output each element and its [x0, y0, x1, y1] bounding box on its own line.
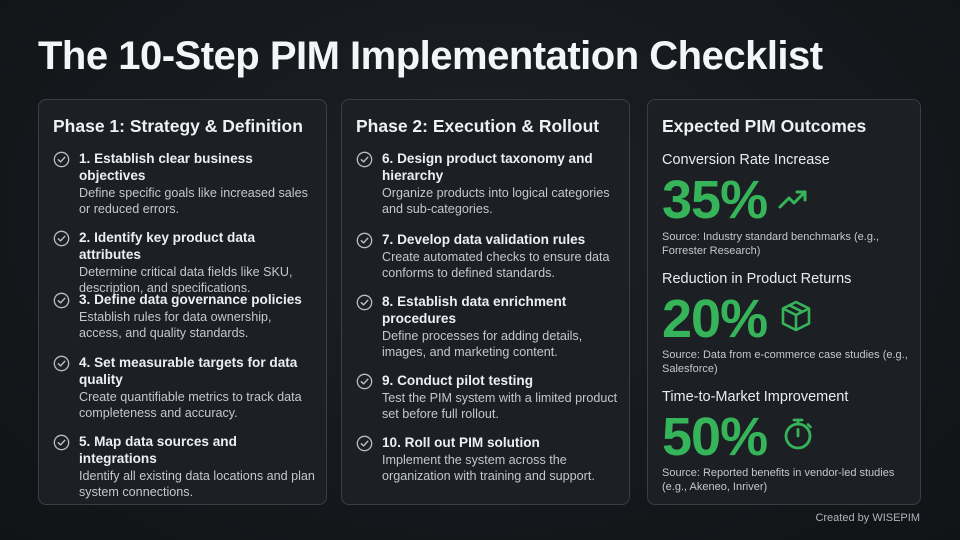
check-circle-icon	[356, 151, 373, 168]
checklist-step: 7. Develop data validation rules Create …	[356, 231, 619, 281]
step-description: Test the PIM system with a limited produ…	[382, 391, 618, 421]
step-description: Define specific goals like increased sal…	[79, 186, 308, 216]
check-circle-icon	[356, 232, 373, 249]
step-title: 8. Establish data enrichment procedures	[382, 294, 567, 326]
outcomes-title: Expected PIM Outcomes	[662, 116, 867, 136]
step-description: Define processes for adding details, ima…	[382, 329, 583, 359]
step-title: 4. Set measurable targets for data quali…	[79, 355, 298, 387]
phase-1-card: Phase 1: Strategy & Definition 1. Establ…	[38, 99, 327, 505]
checklist-step: 8. Establish data enrichment procedures …	[356, 293, 619, 360]
step-description: Organize products into logical categorie…	[382, 186, 610, 216]
check-circle-icon	[53, 151, 70, 168]
step-title: 9. Conduct pilot testing	[382, 373, 534, 388]
outcome-label: Reduction in Product Returns	[662, 271, 852, 287]
step-description: Establish rules for data ownership, acce…	[79, 310, 272, 340]
phase-2-card: Phase 2: Execution & Rollout 6. Design p…	[341, 99, 630, 505]
checklist-step: 1. Establish clear business objectives D…	[53, 150, 316, 217]
check-circle-icon	[53, 292, 70, 309]
page-title: The 10-Step PIM Implementation Checklist	[38, 34, 823, 78]
check-circle-icon	[53, 230, 70, 247]
check-circle-icon	[356, 294, 373, 311]
check-circle-icon	[53, 355, 70, 372]
step-title: 1. Establish clear business objectives	[79, 151, 253, 183]
outcome-value: 50%	[662, 407, 768, 467]
checklist-step: 4. Set measurable targets for data quali…	[53, 354, 316, 421]
box-icon	[781, 300, 811, 332]
stopwatch-icon	[784, 418, 812, 450]
checklist-step: 6. Design product taxonomy and hierarchy…	[356, 150, 619, 217]
step-title: 3. Define data governance policies	[79, 292, 302, 307]
trending-up-icon	[778, 190, 807, 209]
checklist-step: 3. Define data governance policies Estab…	[53, 291, 316, 341]
outcome-source: Source: Data from e-commerce case studie…	[662, 349, 908, 375]
outcomes-card: Expected PIM Outcomes Conversion Rate In…	[647, 99, 921, 505]
outcome-value: 35%	[662, 170, 768, 230]
step-description: Implement the system across the organiza…	[382, 453, 595, 483]
step-title: 10. Roll out PIM solution	[382, 435, 540, 450]
step-title: 6. Design product taxonomy and hierarchy	[382, 151, 593, 183]
check-circle-icon	[356, 435, 373, 452]
phase-2-title: Phase 2: Execution & Rollout	[356, 116, 600, 136]
outcome-label: Conversion Rate Increase	[662, 152, 830, 168]
checklist-step: 9. Conduct pilot testing Test the PIM sy…	[356, 372, 619, 422]
step-description: Identify all existing data locations and…	[79, 469, 315, 499]
check-circle-icon	[356, 373, 373, 390]
checklist-step: 2. Identify key product data attributes …	[53, 229, 316, 296]
check-circle-icon	[53, 434, 70, 451]
step-description: Create automated checks to ensure data c…	[382, 250, 610, 280]
outcome-label: Time-to-Market Improvement	[662, 389, 849, 405]
phase-1-title: Phase 1: Strategy & Definition	[53, 116, 303, 136]
step-description: Determine critical data fields like SKU,…	[79, 265, 293, 295]
credit-text: Created by WISEPIM	[815, 512, 920, 524]
outcome-source: Source: Reported benefits in vendor-led …	[662, 467, 895, 493]
step-title: 2. Identify key product data attributes	[79, 230, 256, 262]
checklist-step: 10. Roll out PIM solution Implement the …	[356, 434, 619, 484]
checklist-step: 5. Map data sources and integrations Ide…	[53, 433, 316, 500]
outcome-source: Source: Industry standard benchmarks (e.…	[662, 231, 880, 257]
step-description: Create quantifiable metrics to track dat…	[79, 390, 302, 420]
outcome-value: 20%	[662, 289, 768, 349]
step-title: 7. Develop data validation rules	[382, 232, 586, 247]
step-title: 5. Map data sources and integrations	[79, 434, 237, 466]
